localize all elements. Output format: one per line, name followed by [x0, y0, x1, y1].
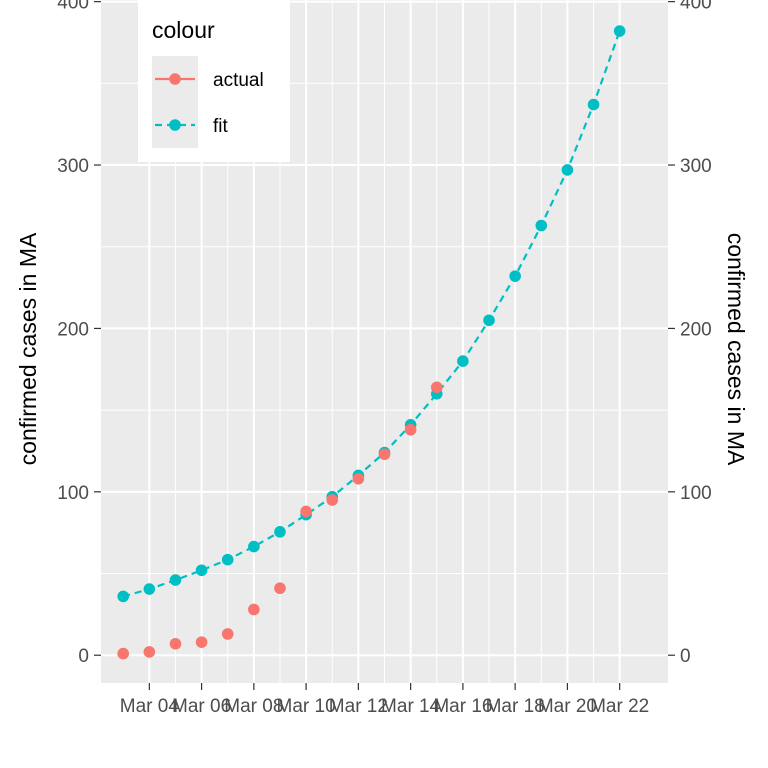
legend-point-fit: [169, 119, 181, 131]
legend-label-fit: fit: [213, 116, 229, 137]
point-fit: [535, 219, 548, 232]
point-fit: [195, 564, 208, 577]
point-actual: [352, 472, 365, 485]
legend-point-actual: [169, 73, 181, 85]
series-layer: [117, 25, 626, 660]
point-actual: [221, 628, 234, 640]
point-fit: [483, 314, 495, 327]
right-axis-title: confirmed cases in MA: [723, 233, 749, 466]
point-actual: [169, 637, 182, 650]
x-tick-label: Mar 18: [486, 696, 545, 717]
y-tick-label-right: 0: [680, 646, 691, 667]
y-tick-label: 0: [78, 646, 89, 667]
x-tick-label: Mar 12: [329, 696, 388, 717]
x-tick-label: Mar 08: [224, 696, 283, 717]
point-fit: [561, 164, 574, 176]
x-tick-label: Mar 16: [433, 696, 492, 717]
point-fit: [221, 553, 234, 566]
point-fit: [248, 540, 260, 553]
left-y-axis: 0 100 200 300 400: [57, 0, 101, 667]
point-fit: [169, 574, 182, 586]
point-fit: [587, 98, 600, 111]
point-fit: [509, 270, 521, 282]
x-tick-label: Mar 06: [172, 696, 231, 717]
legend-title: colour: [152, 17, 215, 43]
point-actual: [404, 423, 417, 436]
y-tick-label-right: 400: [680, 0, 712, 14]
right-y-axis: 0 100 200 300 400: [668, 0, 712, 667]
grid-minor: [101, 0, 668, 683]
y-tick-label-right: 300: [680, 156, 712, 177]
legend: colour actual fit: [138, 0, 290, 162]
point-actual: [117, 647, 130, 660]
y-tick-label: 400: [57, 0, 89, 14]
x-tick-label: Mar 20: [538, 696, 597, 717]
y-tick-label: 200: [57, 319, 89, 340]
point-actual: [300, 505, 312, 518]
legend-label-actual: actual: [213, 70, 264, 91]
point-actual: [274, 582, 286, 595]
point-fit: [613, 25, 626, 37]
y-tick-label-right: 100: [680, 483, 712, 504]
point-actual: [195, 636, 208, 648]
x-tick-label: Mar 04: [120, 696, 180, 717]
point-actual: [430, 381, 443, 394]
x-tick-label: Mar 10: [277, 696, 336, 717]
point-actual: [143, 646, 156, 658]
point-fit: [143, 583, 156, 595]
point-actual: [378, 448, 391, 461]
legend-items: actual fit: [152, 56, 264, 148]
x-tick-label: Mar 14: [381, 696, 441, 717]
point-fit: [274, 526, 286, 538]
y-tick-label: 300: [57, 156, 89, 177]
point-actual: [248, 603, 260, 616]
x-tick-label: Mar 22: [590, 696, 649, 717]
y-tick-label-right: 200: [680, 319, 712, 340]
y-tick-label: 100: [57, 483, 89, 504]
point-fit: [117, 590, 130, 603]
point-actual: [326, 494, 339, 506]
point-fit: [457, 355, 469, 367]
left-axis-title: confirmed cases in MA: [15, 232, 41, 465]
